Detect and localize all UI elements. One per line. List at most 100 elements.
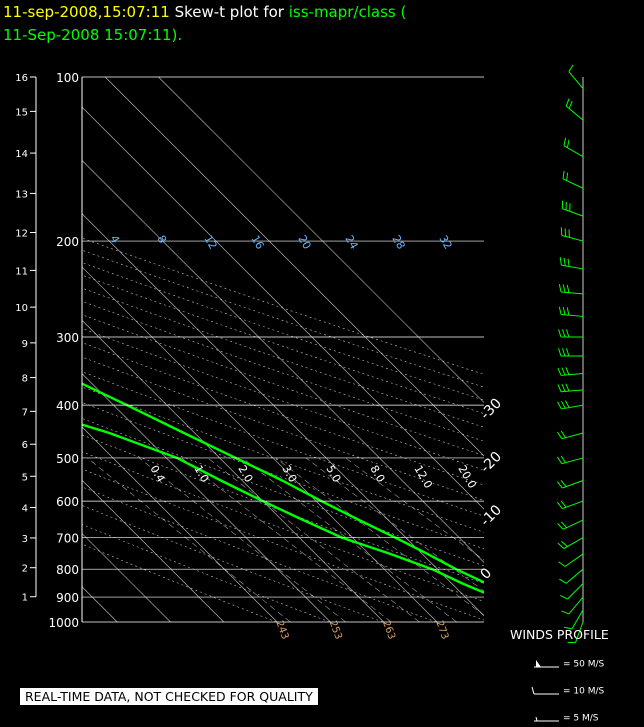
- isotherm-line: [158, 77, 484, 403]
- isotherm-line: [82, 266, 438, 622]
- wind-barb-tick: [558, 348, 562, 357]
- mixing-ratio-label-upper: 12: [201, 233, 219, 252]
- mixing-ratio-line: [181, 457, 392, 622]
- wind-barb-tick: [562, 170, 565, 180]
- height-tick-label: 5: [22, 472, 28, 483]
- wind-legend-5-label: = 5 M/S: [563, 713, 599, 724]
- title-line-2: 11-Sep-2008 15:07:11).: [3, 26, 182, 44]
- wind-barb: [568, 596, 584, 615]
- dry-adiabat-line: [82, 451, 484, 602]
- isotherm-line: [82, 319, 384, 622]
- wind-barb-tick: [563, 137, 567, 146]
- wind-barb-tick: [556, 431, 563, 439]
- pressure-tick-label: 400: [56, 399, 79, 413]
- wind-barb-tick: [560, 455, 566, 463]
- wind-barb-tick: [557, 523, 564, 530]
- isotherm-line: [104, 77, 484, 457]
- height-tick-label: 12: [15, 228, 28, 239]
- wind-barb-tick: [557, 481, 563, 489]
- wind-barb-tick: [560, 480, 567, 487]
- wind-barb-tick: [564, 400, 570, 408]
- pressure-tick-label: 100: [56, 71, 79, 85]
- height-tick-label: 8: [22, 374, 28, 385]
- wind-barb-tick: [562, 284, 566, 293]
- wind-barb-tick: [566, 172, 569, 181]
- isotherm-line: [82, 426, 278, 622]
- wind-barb-tick: [559, 257, 562, 266]
- wind-barb: [575, 621, 584, 643]
- wind-barb-tick: [563, 257, 566, 266]
- dry-adiabat-line: [82, 356, 484, 501]
- wind-barb-tick: [564, 626, 573, 630]
- dry-adiabat-label: 263: [380, 619, 397, 641]
- dry-adiabat-line: [82, 543, 277, 622]
- wind-barb-tick: [558, 561, 566, 567]
- height-tick-label: 15: [15, 107, 28, 118]
- dry-adiabat-line: [82, 434, 484, 584]
- wind-barb-tick: [560, 430, 566, 438]
- wind-barb-tick: [561, 540, 568, 547]
- dry-adiabat-label: 243: [273, 619, 290, 641]
- winds-profile-label: WINDS PROFILE: [510, 627, 609, 642]
- wind-barb-tick: [562, 329, 566, 338]
- wind-barb: [561, 291, 584, 295]
- mixing-ratio-label-lower: 0.4: [147, 463, 167, 485]
- height-tick-label: 10: [15, 303, 28, 314]
- wind-barb-tick: [566, 139, 570, 148]
- full-barb-icon: [531, 686, 559, 695]
- wind-barb-tick: [560, 595, 568, 600]
- isotherm-label-right: -20: [478, 449, 505, 476]
- half-barb-icon: [534, 716, 559, 722]
- dry-adiabat-line: [82, 342, 484, 486]
- height-tick-label: 14: [15, 149, 28, 160]
- dewpoint-trace: [82, 423, 484, 594]
- wind-barb-tick: [565, 98, 570, 107]
- wind-barb-tick: [557, 401, 562, 410]
- dry-adiabat-line: [82, 249, 484, 388]
- dry-adiabat-line: [82, 287, 484, 428]
- wind-barb-tick: [559, 578, 567, 584]
- mixing-ratio-line: [345, 457, 484, 561]
- dry-adiabat-line: [82, 371, 484, 517]
- wind-legend-10-label: = 10 M/S: [563, 686, 605, 697]
- pressure-tick-label: 500: [56, 452, 79, 466]
- wind-barb-tick: [558, 329, 562, 338]
- pressure-tick-label: 900: [56, 591, 79, 605]
- height-tick-label: 3: [22, 534, 28, 545]
- wind-barb: [568, 71, 584, 89]
- height-tick-label: 13: [15, 189, 28, 200]
- wind-legend-5: = 5 M/S: [531, 712, 599, 724]
- isotherm-line: [0, 77, 64, 622]
- temperature-trace: [82, 382, 484, 584]
- wind-barb-tick: [560, 521, 568, 529]
- isotherm-line: [82, 106, 484, 510]
- wind-barb-tick: [561, 400, 566, 409]
- dry-adiabat-line: [82, 314, 484, 456]
- dry-adiabat-label: 253: [327, 619, 344, 641]
- wind-barb-tick: [568, 64, 574, 72]
- wind-barb-tick: [560, 500, 567, 508]
- wind-barb: [562, 480, 584, 489]
- dry-adiabat-line: [82, 274, 484, 414]
- quality-notice: REAL-TIME DATA, NOT CHECKED FOR QUALITY: [20, 688, 318, 705]
- wind-barb-tick: [567, 258, 570, 267]
- height-tick-label: 16: [15, 73, 28, 84]
- wind-barb: [567, 583, 584, 600]
- height-tick-label: 1: [22, 593, 28, 604]
- pressure-tick-label: 300: [56, 331, 79, 345]
- mixing-ratio-label-upper: 20: [295, 233, 313, 252]
- wind-barb-tick: [557, 542, 565, 549]
- wind-barb: [563, 537, 584, 550]
- dry-adiabat-line: [82, 328, 484, 471]
- dry-adiabat-line: [82, 418, 484, 567]
- wind-barb: [562, 519, 584, 530]
- wind-barb: [561, 264, 584, 270]
- pressure-tick-label: 600: [56, 495, 79, 509]
- title-date-time: 11-sep-2008,15:07:11: [3, 3, 170, 21]
- height-tick-label: 7: [22, 407, 28, 418]
- wind-barb: [561, 234, 584, 242]
- title-source: iss-mapr/class (: [288, 3, 407, 21]
- isotherm-line: [82, 213, 484, 617]
- wind-barb: [562, 500, 584, 510]
